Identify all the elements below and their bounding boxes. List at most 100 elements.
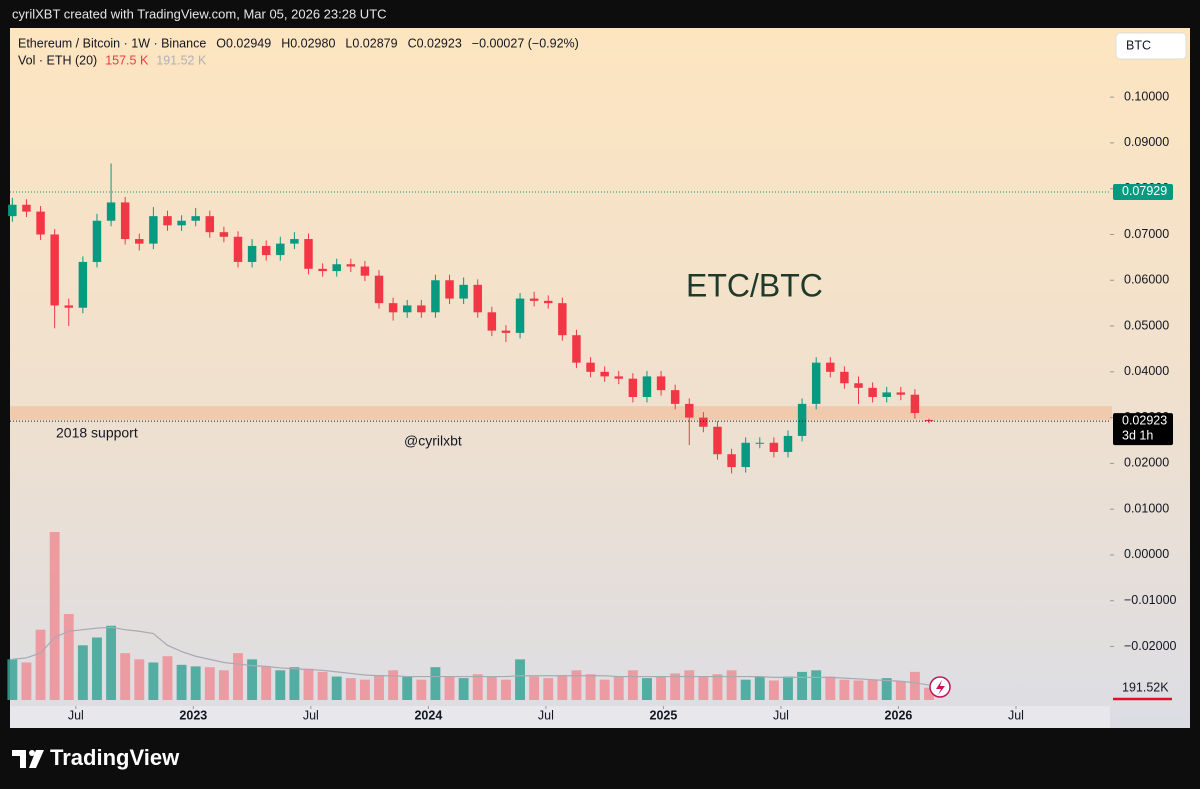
x-tick-label: Jul xyxy=(773,708,789,722)
volume-bar xyxy=(472,674,483,700)
support-zone xyxy=(10,406,1112,420)
candle-body xyxy=(699,417,708,427)
volume-bar xyxy=(204,667,215,700)
y-tick-label: 0.01000 xyxy=(1124,501,1169,515)
volume-bar xyxy=(613,676,624,700)
y-tick-label: 0.10000 xyxy=(1124,89,1169,103)
volume-bar xyxy=(726,670,737,700)
candle-body xyxy=(247,245,257,262)
candle-body xyxy=(769,442,779,452)
volume-bar xyxy=(585,674,596,700)
level-box xyxy=(1113,183,1173,200)
volume-bar xyxy=(402,676,413,700)
candle-body xyxy=(529,298,539,301)
candle-body xyxy=(106,202,116,221)
candle-body xyxy=(163,216,172,226)
countdown-label: 3d 1h xyxy=(1122,428,1153,442)
volume-bar xyxy=(924,687,934,700)
volume-bar xyxy=(106,625,117,700)
candle-body xyxy=(219,232,229,237)
candle-body xyxy=(205,216,215,233)
candle-body xyxy=(868,387,877,397)
candle-body xyxy=(431,280,440,313)
candle-body xyxy=(826,362,835,372)
time-axis xyxy=(10,706,1110,728)
volume-bar xyxy=(444,676,455,700)
volume-bar xyxy=(656,676,667,700)
y-tick-label: 0.09000 xyxy=(1124,135,1169,149)
volume-bar xyxy=(501,679,511,700)
volume-bar xyxy=(63,614,74,700)
volume-bar xyxy=(92,637,102,700)
volume-bar xyxy=(374,674,384,700)
volume-bar xyxy=(486,676,497,700)
y-tick-label: −0.02000 xyxy=(1124,639,1177,653)
volume-bar xyxy=(881,678,892,700)
volume-header: 191.52 K xyxy=(156,53,207,67)
candle-body xyxy=(854,383,863,388)
candle-body xyxy=(656,376,666,391)
brand-logo xyxy=(12,750,44,768)
volume-bar xyxy=(853,680,864,700)
candle-body xyxy=(50,234,59,306)
volume-bar xyxy=(783,676,793,700)
last-price-label: 0.02923 xyxy=(1122,413,1167,427)
volume-bar xyxy=(627,670,638,700)
volume-bar xyxy=(754,676,765,700)
header-text: C0.02923 xyxy=(408,36,462,50)
candle-body xyxy=(445,280,454,299)
created-note: cyrilXBT created with TradingView.com, M… xyxy=(12,6,387,21)
header-text: O0.02949 xyxy=(216,36,271,50)
candle-body xyxy=(670,390,680,404)
x-tick-label: Jul xyxy=(303,708,319,722)
candle-body xyxy=(346,264,356,267)
volume-bar xyxy=(359,679,370,700)
candle-body xyxy=(120,202,130,240)
candle-body xyxy=(402,305,412,313)
volume-bar xyxy=(233,653,243,700)
candle-body xyxy=(586,362,595,372)
candle-body xyxy=(22,204,31,212)
candle-body xyxy=(642,376,652,397)
y-tick-label: 0.00000 xyxy=(1124,547,1169,561)
y-tick-label: 0.02000 xyxy=(1124,456,1169,470)
volume-bar xyxy=(120,653,131,700)
candle-body xyxy=(741,442,750,468)
annotation: @cyrilxbt xyxy=(404,433,462,449)
candle-body xyxy=(685,403,694,418)
currency: BTC xyxy=(1126,38,1151,52)
candle-body xyxy=(473,284,482,313)
candle-body xyxy=(840,371,849,384)
candle-body xyxy=(8,204,17,217)
volume-bar xyxy=(458,678,469,700)
logo-part xyxy=(12,750,26,768)
volume-bar xyxy=(515,659,525,700)
volume-bar xyxy=(895,681,906,700)
y-tick-label: −0.01000 xyxy=(1124,593,1177,607)
candle-body xyxy=(276,243,285,256)
volume-bar xyxy=(529,676,540,700)
volume-bar xyxy=(190,666,201,700)
header-text: H0.02980 xyxy=(281,36,335,50)
volume-ma xyxy=(12,626,930,686)
volume-bar xyxy=(162,656,173,700)
last-price-box xyxy=(1113,413,1173,446)
candle-body xyxy=(811,362,821,404)
logo-part xyxy=(29,750,44,768)
candle-body xyxy=(417,305,426,313)
candle-body xyxy=(896,392,906,395)
brand: TradingView xyxy=(50,745,180,770)
candle-body xyxy=(459,284,468,299)
currency-box xyxy=(1115,32,1187,60)
annotation: ETC/BTC xyxy=(686,267,823,303)
volume-bar xyxy=(811,670,822,700)
candle-body xyxy=(572,335,581,363)
volume-ma-label: 191.52K xyxy=(1122,680,1169,694)
volume-header: Vol · ETH (20) xyxy=(18,53,97,67)
x-tick-label: 2025 xyxy=(650,708,678,722)
candle-body xyxy=(261,245,271,256)
volume-bar xyxy=(825,676,836,700)
candle-body xyxy=(388,303,398,313)
volume-bar xyxy=(331,676,342,700)
